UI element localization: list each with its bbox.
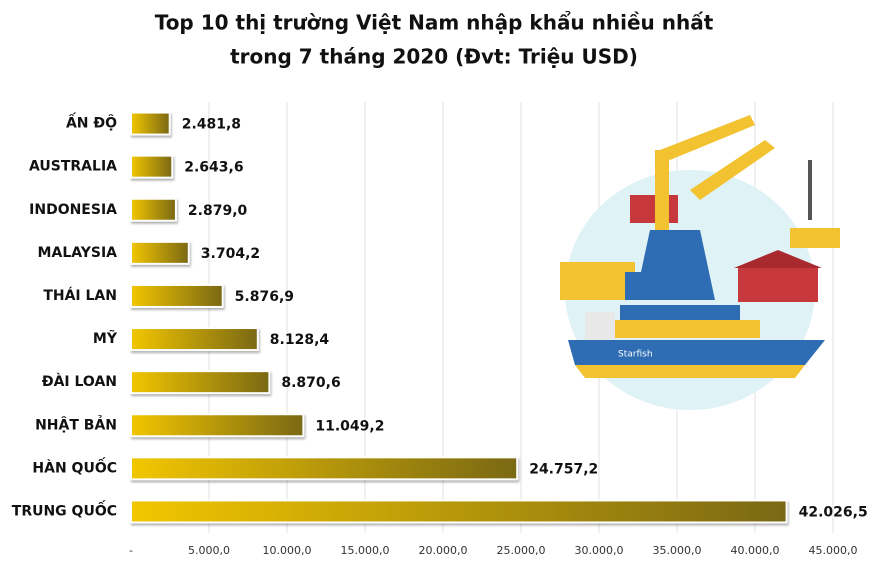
bar <box>130 370 271 395</box>
x-tick-label: 15.000,0 <box>341 544 390 557</box>
x-tick-label: 40.000,0 <box>731 544 780 557</box>
x-tick-label: 30.000,0 <box>575 544 624 557</box>
x-tick-label: 10.000,0 <box>263 544 312 557</box>
value-label: 2.643,6 <box>184 160 243 176</box>
bar <box>130 499 788 524</box>
category-label: AUSTRALIA <box>29 159 117 175</box>
bar <box>130 240 190 265</box>
x-tick-label: 45.000,0 <box>809 544 858 557</box>
illustration: Starfish <box>560 115 840 410</box>
category-label: MALAYSIA <box>38 245 118 261</box>
plot: - 5.000,0 10.000,0 15.000,0 20.000,0 25.000,0… <box>12 102 868 557</box>
x-tick-label: 25.000,0 <box>497 544 546 557</box>
value-label: 11.049,2 <box>315 418 384 434</box>
x-tick-label: 35.000,0 <box>653 544 702 557</box>
bar <box>130 111 171 136</box>
category-label: INDONESIA <box>29 202 117 218</box>
category-label: MỸ <box>93 330 118 347</box>
value-label: 24.757,2 <box>529 461 598 477</box>
bar <box>130 283 224 308</box>
value-label: 8.870,6 <box>281 375 340 391</box>
category-label: ẤN ĐỘ <box>66 112 117 132</box>
ship-name: Starfish <box>618 350 653 360</box>
category-label: HÀN QUỐC <box>32 456 117 476</box>
bar <box>130 456 519 481</box>
value-label: 2.481,8 <box>182 117 241 133</box>
value-label: 2.879,0 <box>188 203 248 219</box>
x-tick-label: 5.000,0 <box>188 544 230 557</box>
bar <box>130 197 177 222</box>
x-tick-label: - <box>129 544 133 557</box>
bar <box>130 154 174 179</box>
category-label: THÁI LAN <box>43 287 117 304</box>
chart-title: trong 7 tháng 2020 (Đvt: Triệu USD) <box>230 45 638 69</box>
category-label: ĐÀI LOAN <box>42 373 117 390</box>
chart-title: Top 10 thị trường Việt Nam nhập khẩu nhi… <box>155 11 714 35</box>
x-tick-label: 20.000,0 <box>419 544 468 557</box>
value-label: 5.876,9 <box>235 289 294 305</box>
value-label: 42.026,5 <box>799 504 868 520</box>
bar <box>130 413 305 438</box>
value-label: 8.128,4 <box>270 332 330 348</box>
bar <box>130 327 259 352</box>
category-label: NHẬT BẢN <box>35 414 117 433</box>
value-label: 3.704,2 <box>201 246 260 262</box>
category-label: TRUNG QUỐC <box>12 499 117 519</box>
